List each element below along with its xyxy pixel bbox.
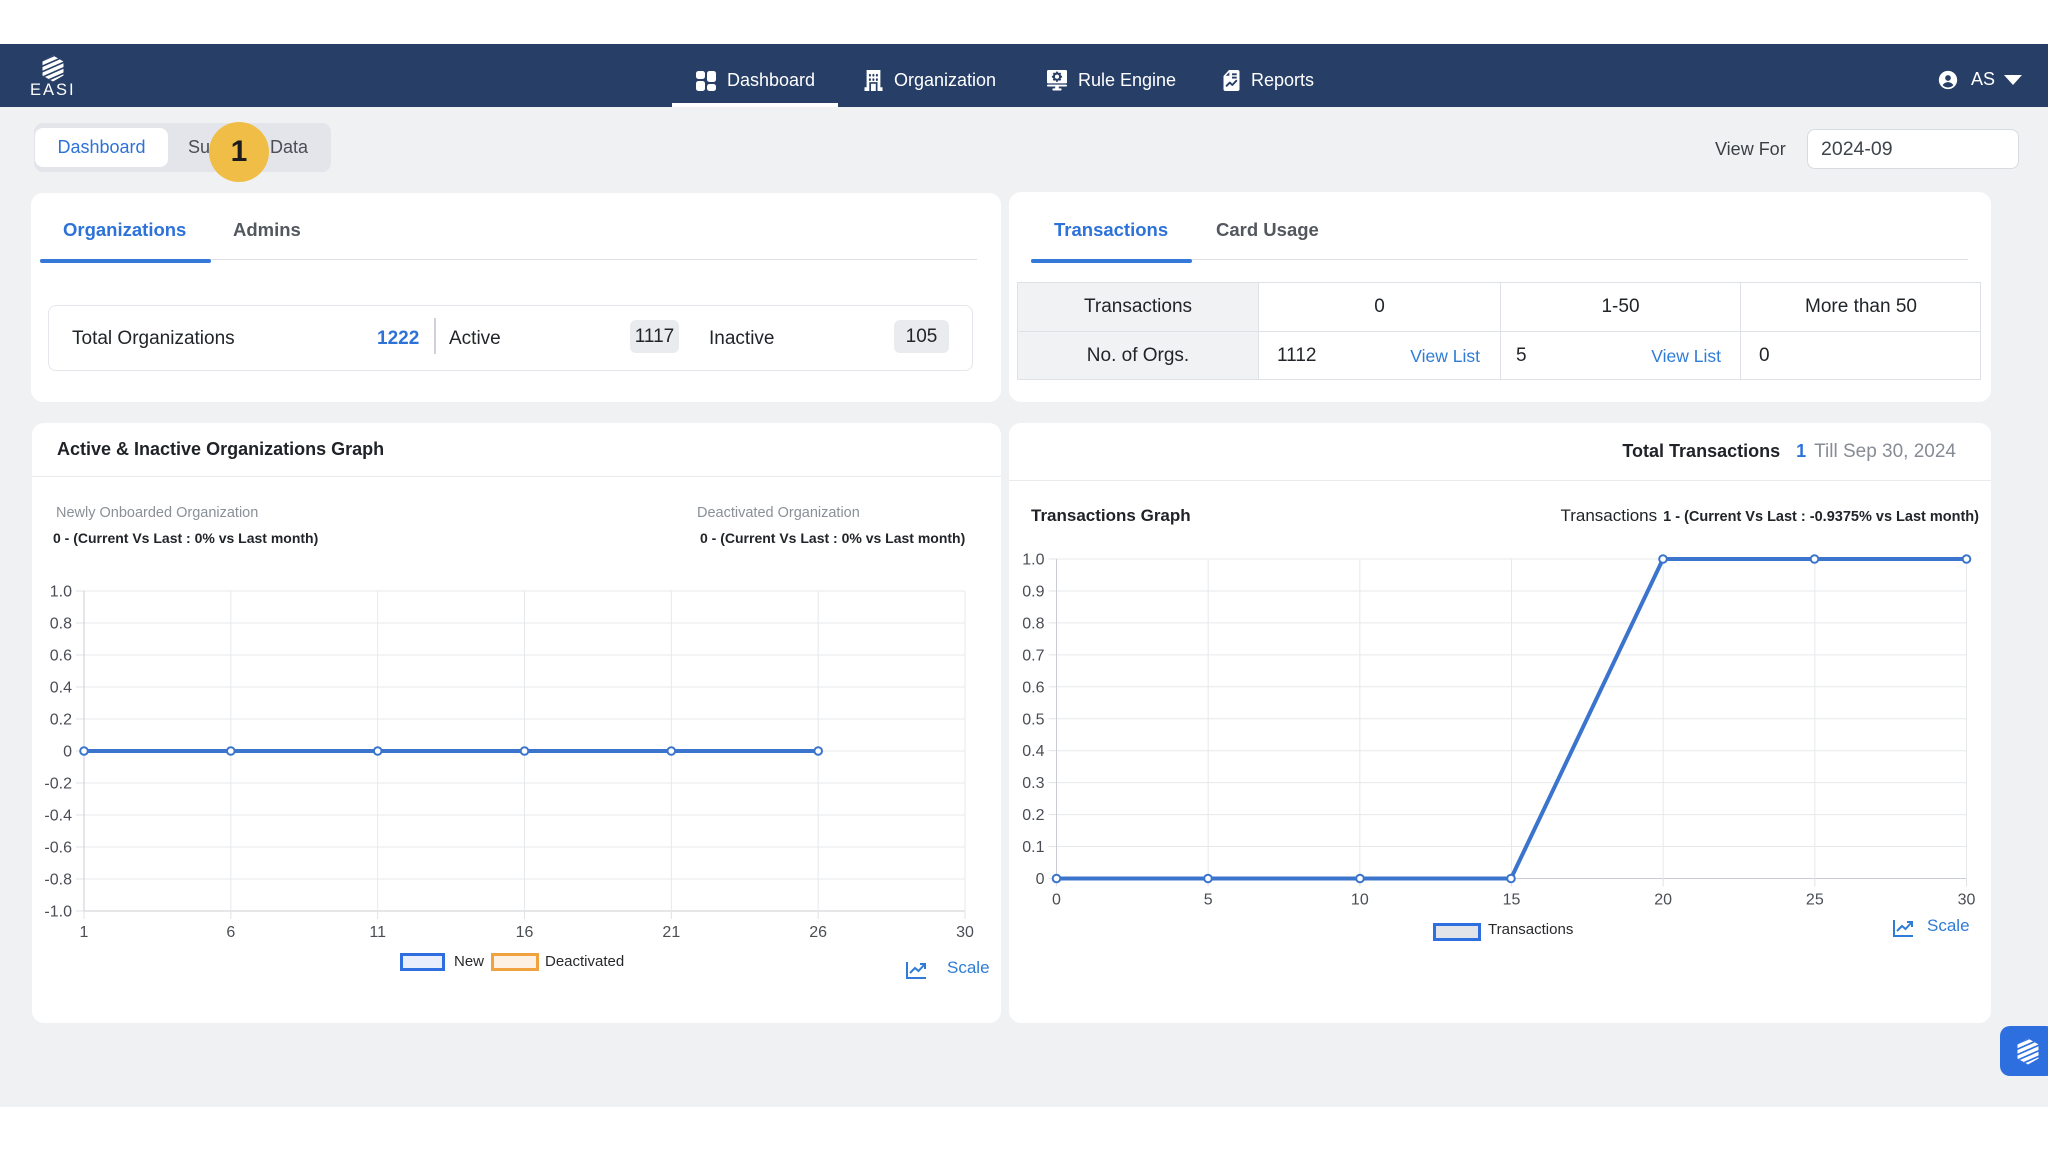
- svg-text:26: 26: [809, 924, 827, 941]
- svg-text:1.0: 1.0: [50, 584, 72, 601]
- svg-text:-1.0: -1.0: [44, 904, 72, 921]
- svg-text:0.4: 0.4: [1022, 743, 1044, 760]
- svg-text:-0.6: -0.6: [44, 840, 72, 857]
- svg-text:20: 20: [1654, 892, 1672, 909]
- svg-text:25: 25: [1806, 892, 1824, 909]
- svg-text:0.2: 0.2: [50, 712, 72, 729]
- svg-text:0.8: 0.8: [50, 616, 72, 633]
- svg-text:0.8: 0.8: [1022, 615, 1044, 632]
- svg-text:15: 15: [1503, 892, 1521, 909]
- svg-text:1: 1: [80, 924, 89, 941]
- svg-text:21: 21: [662, 924, 680, 941]
- svg-text:30: 30: [1958, 892, 1976, 909]
- svg-text:30: 30: [956, 924, 974, 941]
- svg-text:-0.4: -0.4: [44, 808, 72, 825]
- svg-text:0: 0: [63, 744, 72, 761]
- svg-text:0.6: 0.6: [1022, 679, 1044, 696]
- svg-text:0.2: 0.2: [1022, 807, 1044, 824]
- svg-text:0.7: 0.7: [1022, 647, 1044, 664]
- svg-text:6: 6: [226, 924, 235, 941]
- svg-text:1.0: 1.0: [1022, 552, 1044, 569]
- svg-text:10: 10: [1351, 892, 1369, 909]
- svg-text:0.5: 0.5: [1022, 711, 1044, 728]
- svg-text:0.1: 0.1: [1022, 839, 1044, 856]
- svg-text:0: 0: [1052, 892, 1061, 909]
- svg-text:0.4: 0.4: [50, 680, 72, 697]
- svg-text:0.9: 0.9: [1022, 583, 1044, 600]
- svg-text:11: 11: [369, 924, 386, 941]
- svg-text:0.6: 0.6: [50, 648, 72, 665]
- svg-text:5: 5: [1204, 892, 1213, 909]
- svg-text:-0.8: -0.8: [44, 872, 72, 889]
- svg-text:16: 16: [516, 924, 534, 941]
- svg-text:0: 0: [1036, 871, 1045, 888]
- svg-text:0.3: 0.3: [1022, 775, 1044, 792]
- svg-text:-0.2: -0.2: [44, 776, 72, 793]
